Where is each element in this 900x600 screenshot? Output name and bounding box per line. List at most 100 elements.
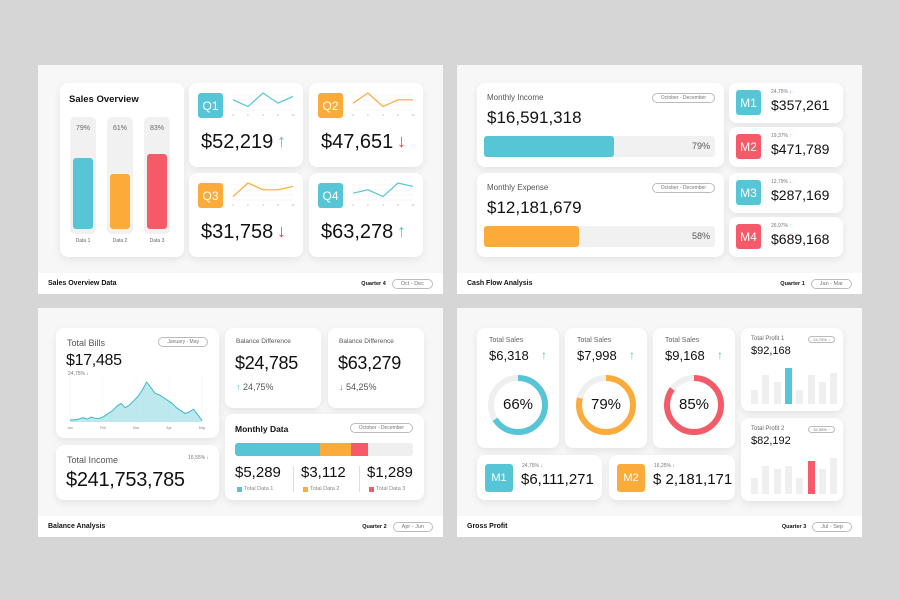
- total-sales-label: Total Sales: [577, 337, 612, 344]
- footer-quarter: Quarter 1: [780, 280, 805, 287]
- progress-fill: [484, 226, 580, 247]
- monthly-income-value: $16,591,318: [487, 108, 582, 127]
- sparkline-path: [232, 182, 294, 198]
- x-axis-label: Jan: [67, 426, 73, 430]
- bar-percent: 83%: [149, 125, 164, 132]
- sparkline-x-label: 10: [292, 204, 295, 207]
- slide-sales-overview: Sales Overview 79% Data 1 61% Data 2 83% Data…: [38, 65, 443, 294]
- donut-chart: [488, 375, 548, 435]
- sparkline-path: [352, 92, 413, 108]
- footer-range-pill[interactable]: Apr - Jun: [392, 521, 433, 532]
- range-pill[interactable]: January - May: [158, 337, 208, 347]
- month-badge: M2: [617, 464, 645, 492]
- profit-bar: [830, 373, 838, 404]
- month-value: $689,168: [771, 231, 830, 247]
- legend-swatch: [303, 487, 308, 492]
- x-axis-label: May: [199, 426, 206, 430]
- total-bills-value: $17,485: [66, 352, 122, 369]
- monthly-item-value: $1,289: [367, 464, 413, 481]
- quarter-card-q1: Q1 0 2 4 8 10 $52,219 ↑: [189, 83, 303, 167]
- donut-chart: [576, 375, 636, 435]
- balance-difference-value: $24,785: [235, 353, 298, 373]
- footer-title: Sales Overview Data: [48, 280, 117, 287]
- month-badge: M1: [485, 464, 513, 492]
- quarter-card-q4: Q4 0 2 4 8 10 $63,278 ↑: [309, 173, 423, 257]
- sparkline-x-label: 10: [292, 114, 295, 117]
- bar-percent: 79%: [75, 125, 90, 132]
- balance-difference-change: ↑ 24,75%: [236, 382, 274, 392]
- sparkline-x-label: 2: [367, 204, 369, 207]
- total-income-card: Total Income 16,55% ↓ $241,753,785: [56, 445, 219, 500]
- sparkline-x-label: 4: [382, 114, 384, 117]
- month-value: $287,169: [771, 187, 830, 203]
- legend-swatch: [237, 487, 242, 492]
- month-change: 19,37% ↑: [771, 133, 792, 139]
- month-value: $357,261: [771, 97, 830, 113]
- sparkline-x-label: 10: [412, 114, 415, 117]
- quarter-badge: Q1: [198, 93, 223, 118]
- quarter-value: $52,219: [201, 131, 274, 153]
- total-sales-card: Total Sales $9,168 ↑ 85%: [653, 328, 735, 448]
- total-bills-card: Total Bills January - May $17,485 24,75%…: [56, 328, 219, 438]
- quarter-badge: Q2: [318, 93, 343, 118]
- total-profit-card-1: Total Profit 1 24,75% ↓ $92,168: [741, 328, 843, 411]
- sparkline-x-label: 10: [412, 204, 415, 207]
- trend-arrow-icon: ↓: [277, 221, 286, 241]
- balance-difference-card-2: Balance Difference $63,279 ↓ 54,25%: [328, 328, 424, 408]
- total-sales-value: $9,168: [665, 348, 705, 363]
- balance-difference-card-1: Balance Difference $24,785 ↑ 24,75%: [225, 328, 321, 408]
- range-pill[interactable]: October - December: [651, 93, 715, 103]
- monthly-expense-label: Monthly Expense: [487, 183, 549, 192]
- profit-bar: [773, 469, 781, 494]
- quarter-sparkline: 0 2 4 8 10: [232, 182, 295, 207]
- bar-label: Data 2: [112, 238, 128, 244]
- profit-bar: [751, 389, 758, 404]
- sparkline-x-label: 4: [382, 204, 384, 207]
- range-pill[interactable]: October - December: [349, 423, 413, 433]
- quarter-sparkline: 0 2 4 8 10: [232, 92, 295, 117]
- sparkline-x-label: 4: [262, 114, 264, 117]
- x-axis-label: Feb: [100, 426, 106, 430]
- quarter-sparkline: 0 2 4 8 10: [352, 182, 415, 207]
- balance-difference-label: Balance Difference: [339, 338, 394, 345]
- profit-bar: [796, 477, 804, 494]
- slide-gross-profit: Total Sales $6,318 ↑ 66% Total Sales $7,998 ↑ 7…: [457, 308, 862, 537]
- footer-range-pill[interactable]: Jul - Sep: [812, 521, 852, 532]
- profit-bar: [818, 382, 826, 404]
- sparkline-x-label: 0: [232, 204, 234, 207]
- slide-balance-analysis: Total Bills January - May $17,485 24,75%…: [38, 308, 443, 537]
- month-card-m1: M1 24,75% ↓ $6,111,271: [477, 455, 602, 500]
- range-pill[interactable]: October - December: [651, 183, 715, 193]
- donut-percent: 85%: [678, 396, 710, 413]
- month-change: 26,97% ↑: [771, 223, 792, 229]
- month-card-m3: M3 12,79% ↓ $287,169: [729, 173, 843, 213]
- footer-title: Cash Flow Analysis: [467, 280, 533, 287]
- footer-quarter: Quarter 4: [361, 280, 386, 287]
- profit-bar: [751, 477, 758, 494]
- donut-arc: [664, 375, 724, 435]
- change-pill: 32,55% ↑: [808, 426, 835, 433]
- progress-bar: [484, 136, 715, 157]
- profit-bar: [784, 466, 792, 494]
- legend-label: Total Data 1: [244, 486, 274, 492]
- footer-title: Balance Analysis: [48, 523, 106, 530]
- slide-footer: Cash Flow Analysis Quarter 1 Jan - Mar: [457, 273, 862, 294]
- trend-arrow-icon: ↑: [277, 131, 286, 151]
- month-value: $6,111,271: [521, 471, 594, 488]
- change-pill: 24,75% ↓: [808, 336, 835, 343]
- footer-range-pill[interactable]: Oct - Dec: [391, 278, 433, 289]
- divider: [359, 466, 360, 492]
- donut-chart: [664, 375, 724, 435]
- legend-label: Total Data 3: [376, 486, 406, 492]
- footer-range-pill[interactable]: Jan - Mar: [810, 278, 852, 289]
- stack-segment: [235, 443, 321, 456]
- sparkline-x-label: 4: [262, 204, 264, 207]
- total-profit-value: $82,192: [751, 435, 791, 447]
- up-arrow-icon: ↑: [629, 348, 635, 362]
- quarter-sparkline: 0 2 4 8 10: [352, 92, 415, 117]
- progress-percent: 58%: [691, 231, 710, 241]
- bar-label: Data 1: [75, 238, 91, 244]
- bar-fill: [110, 174, 130, 229]
- stack-segment: [350, 443, 369, 456]
- total-profit-label: Total Profit 2: [751, 426, 785, 432]
